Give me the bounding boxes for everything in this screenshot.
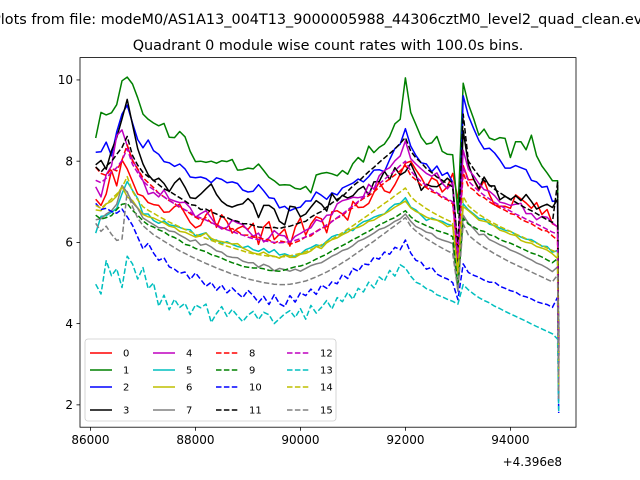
legend-frame: [84, 338, 337, 422]
legend-label-13: 13: [320, 366, 333, 377]
legend-label-11: 11: [249, 406, 262, 417]
legend-label-9: 9: [249, 366, 255, 377]
y-axis: 2 4 6 8 10: [58, 73, 80, 412]
plot-lines: [94, 76, 560, 414]
x-axis: 86000 88000 90000 92000 94000: [71, 427, 529, 447]
x-tick-label: 90000: [281, 433, 319, 447]
legend-label-6: 6: [186, 383, 192, 394]
series-line-0: [95, 159, 560, 385]
legend-label-12: 12: [320, 349, 333, 360]
series-line-13: [95, 255, 560, 412]
x-tick-label: 94000: [491, 433, 529, 447]
legend-label-4: 4: [186, 349, 192, 360]
series-line-11: [95, 113, 560, 369]
legend-label-14: 14: [320, 383, 333, 394]
y-tick-label: 8: [65, 154, 73, 168]
series-line-12: [95, 147, 560, 387]
series-line-15: [95, 190, 560, 401]
y-tick-label: 6: [65, 236, 73, 250]
y-tick-label: 4: [65, 317, 73, 331]
legend-label-5: 5: [186, 366, 192, 377]
series-line-1: [94, 76, 560, 373]
series-line-9: [95, 202, 560, 399]
series-line-2: [95, 95, 560, 377]
legend-label-1: 1: [123, 366, 129, 377]
series-line-4: [95, 129, 560, 383]
legend-label-3: 3: [123, 406, 129, 417]
figure-suptitle: Plots from file: modeM0/AS1A13_004T13_90…: [0, 12, 640, 28]
x-offset-label: +4.396e8: [503, 455, 562, 469]
legend-label-10: 10: [249, 383, 262, 394]
x-tick-label: 92000: [386, 433, 424, 447]
legend-label-0: 0: [123, 349, 129, 360]
chart-title: Quadrant 0 module wise count rates with …: [133, 38, 524, 54]
series-line-14: [95, 175, 560, 391]
series-line-7: [95, 184, 560, 395]
legend-label-15: 15: [320, 406, 333, 417]
legend-label-8: 8: [249, 349, 255, 360]
series-line-3: [95, 98, 560, 381]
x-tick-label: 86000: [71, 433, 109, 447]
legend-label-7: 7: [186, 406, 192, 417]
x-tick-label: 88000: [176, 433, 214, 447]
series-line-5: [94, 180, 560, 393]
y-tick-label: 2: [65, 398, 73, 412]
series-line-10: [95, 202, 560, 414]
legend-label-2: 2: [123, 383, 129, 394]
series-line-8: [95, 144, 560, 389]
y-tick-label: 10: [58, 73, 73, 87]
